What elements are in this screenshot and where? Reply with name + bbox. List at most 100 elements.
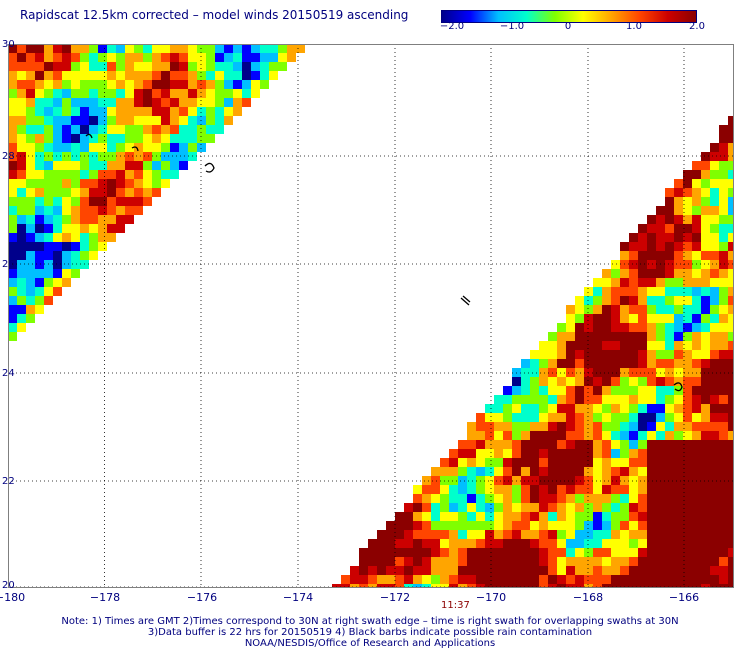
wind-cell — [602, 467, 611, 476]
wind-cell — [35, 278, 44, 287]
y-tick-label: 20 — [2, 580, 15, 591]
wind-cell — [530, 539, 539, 548]
wind-cell — [161, 125, 170, 134]
wind-cell — [584, 431, 593, 440]
wind-cell — [575, 332, 584, 341]
wind-cell — [53, 215, 62, 224]
wind-cell — [422, 539, 431, 548]
wind-cell — [386, 584, 395, 588]
wind-cell — [638, 503, 647, 512]
wind-cell — [170, 89, 179, 98]
wind-cell — [629, 476, 638, 485]
wind-cell — [584, 287, 593, 296]
wind-cell — [701, 539, 710, 548]
wind-cell — [143, 53, 152, 62]
wind-cell — [692, 575, 701, 584]
wind-cell — [719, 359, 728, 368]
wind-cell — [26, 269, 35, 278]
wind-cell — [44, 116, 53, 125]
rain-barb-marks — [85, 133, 683, 392]
wind-cell — [692, 485, 701, 494]
wind-cell — [107, 134, 116, 143]
wind-cell — [413, 539, 422, 548]
wind-cell — [593, 323, 602, 332]
wind-cell — [620, 458, 629, 467]
wind-cell — [674, 359, 683, 368]
wind-cell — [134, 161, 143, 170]
wind-cell — [161, 116, 170, 125]
wind-cell — [206, 116, 215, 125]
wind-cell — [692, 296, 701, 305]
wind-cell — [683, 296, 692, 305]
wind-cell — [125, 152, 134, 161]
wind-cell — [584, 575, 593, 584]
wind-cell — [512, 422, 521, 431]
wind-cell — [26, 152, 35, 161]
wind-cell — [647, 575, 656, 584]
wind-cell — [107, 80, 116, 89]
wind-cell — [413, 575, 422, 584]
wind-cell — [566, 566, 575, 575]
wind-cell — [440, 521, 449, 530]
wind-cell — [44, 107, 53, 116]
wind-cell — [494, 467, 503, 476]
wind-cell — [530, 575, 539, 584]
wind-cell — [629, 575, 638, 584]
wind-cell — [647, 413, 656, 422]
wind-cell — [665, 332, 674, 341]
wind-cell — [17, 179, 26, 188]
wind-cell — [638, 287, 647, 296]
wind-cell — [719, 404, 728, 413]
wind-cell — [620, 260, 629, 269]
wind-cell — [26, 296, 35, 305]
wind-cell — [152, 179, 161, 188]
wind-cell — [539, 386, 548, 395]
wind-cell — [647, 278, 656, 287]
wind-cell — [359, 566, 368, 575]
wind-cell — [692, 413, 701, 422]
wind-cell — [53, 71, 62, 80]
wind-cell — [665, 278, 674, 287]
wind-cell — [665, 368, 674, 377]
wind-cell — [170, 170, 179, 179]
wind-cell — [539, 566, 548, 575]
wind-cell — [521, 476, 530, 485]
wind-cell — [584, 467, 593, 476]
wind-cell — [35, 134, 44, 143]
wind-cell — [80, 251, 89, 260]
wind-cell — [386, 557, 395, 566]
wind-cell — [71, 197, 80, 206]
wind-cell — [80, 62, 89, 71]
wind-cell — [611, 377, 620, 386]
wind-cell — [413, 494, 422, 503]
wind-cell — [116, 53, 125, 62]
wind-cell — [35, 179, 44, 188]
wind-cell — [8, 251, 17, 260]
wind-cell — [35, 80, 44, 89]
wind-cell — [107, 197, 116, 206]
wind-cell — [143, 188, 152, 197]
wind-cell — [710, 512, 719, 521]
wind-cell — [701, 368, 710, 377]
wind-cell — [728, 566, 734, 575]
wind-cell — [71, 71, 80, 80]
wind-cell — [719, 521, 728, 530]
wind-cell — [80, 107, 89, 116]
wind-cell — [62, 278, 71, 287]
wind-cell — [368, 548, 377, 557]
wind-cell — [8, 215, 17, 224]
wind-cell — [575, 557, 584, 566]
wind-cell — [593, 440, 602, 449]
wind-cell — [548, 368, 557, 377]
wind-cell — [197, 44, 206, 53]
wind-cell — [683, 197, 692, 206]
wind-cell — [44, 260, 53, 269]
wind-cell — [53, 197, 62, 206]
wind-cell — [548, 530, 557, 539]
wind-cell — [584, 314, 593, 323]
wind-cell — [368, 557, 377, 566]
wind-cell — [683, 314, 692, 323]
wind-cell — [620, 413, 629, 422]
wind-cell — [8, 44, 17, 53]
wind-cell — [575, 305, 584, 314]
